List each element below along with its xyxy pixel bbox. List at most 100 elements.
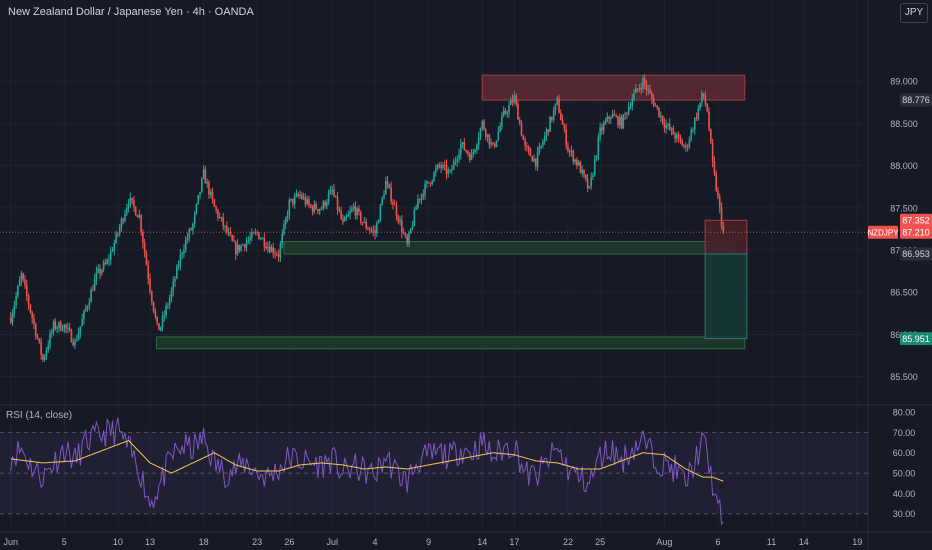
candle-body xyxy=(692,129,694,131)
candle-body xyxy=(140,215,142,232)
currency-button[interactable]: JPY xyxy=(900,3,928,23)
candle-body xyxy=(231,235,233,241)
candle-body xyxy=(340,211,342,219)
candle-body xyxy=(563,124,566,130)
candle-body xyxy=(50,331,53,334)
rsi-tick-label: 60.00 xyxy=(893,448,916,458)
candle-body xyxy=(281,234,283,244)
candle-body xyxy=(147,265,150,279)
candle-body xyxy=(102,262,105,271)
candle-body xyxy=(208,182,210,195)
candle-body xyxy=(599,127,601,138)
time-tick-label: 5 xyxy=(62,537,67,547)
candle-body xyxy=(165,306,167,316)
candle-body xyxy=(677,134,680,138)
candle-body xyxy=(551,117,553,120)
candle-body xyxy=(15,296,17,306)
candle-body xyxy=(711,142,714,162)
candle-body xyxy=(74,340,76,346)
candle-body xyxy=(635,88,637,94)
candle-body xyxy=(224,225,226,227)
candle-body xyxy=(713,161,716,174)
price-label: 87.352 xyxy=(902,215,930,225)
candle-body xyxy=(535,158,537,167)
candle-body xyxy=(129,197,132,204)
candle-body xyxy=(215,206,217,211)
candle-body xyxy=(106,260,108,264)
candle-body xyxy=(442,164,444,168)
candle-body xyxy=(531,156,534,162)
candle-body xyxy=(668,123,671,130)
candle-body xyxy=(276,253,278,255)
candle-body xyxy=(209,191,212,195)
time-tick-label: 26 xyxy=(284,537,294,547)
candle-body xyxy=(67,327,69,329)
candle-body xyxy=(408,233,410,244)
rsi-line xyxy=(10,417,724,526)
candle-body xyxy=(149,278,151,292)
candle-body xyxy=(690,129,692,140)
price-label-bg xyxy=(900,247,932,261)
candle-body xyxy=(320,208,323,210)
candle-body xyxy=(424,184,426,196)
candle-body xyxy=(24,279,26,286)
candle-body xyxy=(172,281,175,291)
time-tick-label: 14 xyxy=(799,537,809,547)
candle-body xyxy=(309,204,312,208)
candle-body xyxy=(338,209,341,212)
candle-body xyxy=(486,134,489,137)
candle-body xyxy=(174,278,176,282)
candle-body xyxy=(390,187,392,202)
candle-body xyxy=(704,96,707,105)
candle-body xyxy=(324,201,326,206)
candle-body xyxy=(370,230,373,232)
candle-body xyxy=(601,127,603,131)
candle-body xyxy=(18,280,21,287)
price-label: 85.951 xyxy=(902,334,930,344)
candle-body xyxy=(31,312,33,319)
candle-body xyxy=(322,201,325,209)
candle-body xyxy=(427,181,430,183)
candle-body xyxy=(268,246,271,253)
candle-body xyxy=(318,209,321,212)
candle-body xyxy=(161,316,164,327)
candle-body xyxy=(101,270,103,274)
candle-body xyxy=(445,164,448,174)
candle-body xyxy=(52,321,55,332)
candle-body xyxy=(295,194,298,197)
candle-body xyxy=(676,134,678,139)
candle-body xyxy=(449,170,451,172)
candle-body xyxy=(458,154,460,160)
zone-support-upper xyxy=(283,241,735,255)
price-label-bg xyxy=(900,93,932,107)
candle-body xyxy=(520,123,523,136)
candle-body xyxy=(484,129,487,137)
candle-body xyxy=(558,98,560,113)
candle-body xyxy=(436,164,439,169)
candle-body xyxy=(152,301,155,312)
candle-body xyxy=(13,305,16,314)
time-tick-label: 18 xyxy=(199,537,209,547)
candle-body xyxy=(206,182,208,184)
candle-body xyxy=(158,323,160,331)
candle-body xyxy=(538,146,541,152)
candle-body xyxy=(468,154,471,160)
candle-body xyxy=(608,116,610,119)
candle-body xyxy=(259,238,262,240)
candle-body xyxy=(327,193,330,203)
candle-body xyxy=(406,236,409,244)
candle-body xyxy=(670,128,673,130)
candle-body xyxy=(640,88,642,90)
candle-body xyxy=(660,115,662,117)
candle-body xyxy=(292,198,294,204)
candle-body xyxy=(349,211,351,215)
candle-body xyxy=(79,326,82,333)
candle-body xyxy=(192,223,194,230)
candle-body xyxy=(38,338,41,342)
candle-body xyxy=(560,112,562,120)
candle-body xyxy=(22,273,25,280)
candle-body xyxy=(710,129,712,143)
time-tick-label: 13 xyxy=(145,537,155,547)
